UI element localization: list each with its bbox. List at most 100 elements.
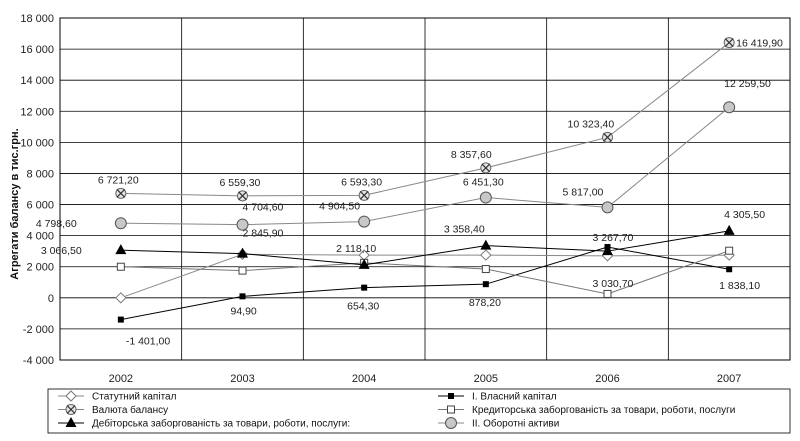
data-label: 3 030,70 [593, 278, 634, 290]
data-label: 654,30 [347, 301, 379, 313]
legend-label: Дебіторська заборгованість за товари, ро… [92, 418, 350, 430]
y-tick-label: -4 000 [23, 355, 54, 367]
marker-triangle [237, 247, 248, 258]
marker-triangle [602, 245, 613, 256]
data-label: 2 118,10 [336, 243, 376, 255]
series-line [120, 246, 730, 321]
data-label: 10 323,40 [568, 118, 615, 130]
marker-filled-square [239, 293, 246, 300]
data-label: 1 838,10 [719, 280, 760, 292]
series-group [114, 37, 736, 323]
marker-diamond [65, 390, 77, 402]
marker-x-stroke [66, 405, 76, 414]
marker-open-square [116, 262, 125, 271]
marker-triangle [723, 224, 735, 235]
legend-label: ІІ. Оборотні активи [472, 418, 559, 430]
data-label: 16 419,90 [736, 38, 783, 50]
marker-diamond [480, 249, 492, 261]
marker-x [65, 404, 77, 415]
marker-open-square [725, 246, 734, 255]
marker-x [723, 37, 735, 49]
series-5 [114, 101, 736, 231]
marker-x [358, 189, 370, 201]
marker-x-stroke [603, 132, 612, 142]
marker-diamond [115, 292, 127, 304]
marker-circle [445, 417, 457, 429]
marker-open-square [603, 289, 612, 298]
data-label: 6 559,30 [220, 177, 261, 189]
data-label: 4 904,50 [319, 201, 360, 213]
y-axis-label: Агрегати балансу в тис.грн. [9, 128, 21, 279]
legend-item: Дебіторська заборгованість за товари, ро… [58, 417, 350, 430]
y-tick-label: 12 000 [20, 106, 54, 118]
data-label: 4 704,60 [243, 202, 284, 214]
marker-circle [236, 218, 249, 231]
data-label: 12 259,50 [724, 78, 771, 90]
data-label: 3 267,70 [593, 232, 634, 244]
y-axis-ticks: -4 000 -2 000 0 2 000 4 000 6 000 8 000 10 000 1… [20, 13, 54, 367]
marker-x-stroke [238, 191, 247, 201]
marker-triangle [358, 258, 370, 269]
legend-label: Валюта балансу [92, 404, 168, 416]
y-tick-label: 18 000 [20, 13, 54, 25]
y-tick-label: 8 000 [26, 168, 54, 180]
y-tick-label: 14 000 [20, 75, 54, 87]
y-tick-label: 2 000 [26, 262, 54, 274]
x-tick-label: 2004 [352, 373, 376, 385]
data-label: 6 451,30 [463, 177, 504, 189]
marker-triangle [65, 417, 77, 427]
x-tick-label: 2003 [230, 373, 254, 385]
data-label: 8 357,60 [451, 149, 492, 161]
data-label: 4 798,60 [36, 218, 77, 230]
legend-label: І. Власний капітал [472, 392, 557, 403]
marker-circle [601, 201, 614, 214]
series-line [120, 230, 730, 266]
legend-box [47, 388, 791, 434]
data-labels: -1 401,00 94,90 654,30 878,20 3 267,70 1 838,… [36, 38, 783, 348]
x-axis-ticks: 2002 2003 2004 2005 2006 2007 [109, 373, 742, 385]
data-label: 4 305,50 [724, 209, 765, 221]
y-tick-label: 10 000 [20, 137, 54, 149]
series-2 [115, 37, 735, 202]
marker-circle [358, 215, 371, 228]
marker-x [115, 187, 127, 199]
data-label: -1 401,00 [126, 336, 171, 348]
data-label: 94,90 [231, 305, 257, 317]
marker-filled-square [726, 266, 733, 273]
data-label: 2 845,90 [243, 228, 284, 240]
data-label: 5 817,00 [563, 186, 604, 198]
series-line [120, 42, 730, 197]
series-line [120, 250, 730, 295]
data-label: 6 721,20 [98, 174, 139, 186]
x-tick-label: 2006 [595, 373, 619, 385]
legend-label: Кредиторська заборгованість за товари, р… [472, 404, 735, 416]
marker-circle [723, 101, 736, 114]
marker-x [480, 162, 492, 174]
legend-label: Статутний капітал [92, 392, 177, 403]
marker-circle [114, 217, 127, 230]
data-label: 6 593,30 [341, 176, 382, 188]
marker-open-square [481, 265, 490, 274]
x-tick-label: 2002 [109, 373, 133, 385]
marker-x [237, 190, 248, 202]
grid [59, 17, 791, 361]
legend: Статутний капітал І. Власний капітал Валют… [47, 388, 791, 434]
series-line [120, 106, 730, 226]
marker-x-stroke [481, 163, 491, 173]
legend-item: Статутний капітал [58, 390, 177, 403]
marker-triangle [480, 239, 492, 250]
marker-open-square [238, 266, 247, 275]
marker-filled-square [117, 316, 124, 323]
x-tick-label: 2007 [717, 373, 741, 385]
x-tick-label: 2005 [474, 373, 498, 385]
marker-circle [479, 191, 492, 204]
marker-filled-square [448, 393, 454, 399]
y-tick-label: -2 000 [23, 324, 54, 336]
y-tick-label: 0 [48, 293, 54, 305]
marker-triangle [115, 244, 127, 255]
marker-filled-square [361, 284, 368, 291]
legend-item: Валюта балансу [58, 404, 168, 416]
legend-item: І. Власний капітал [438, 392, 557, 403]
legend-item: ІІ. Оборотні активи [438, 417, 559, 430]
